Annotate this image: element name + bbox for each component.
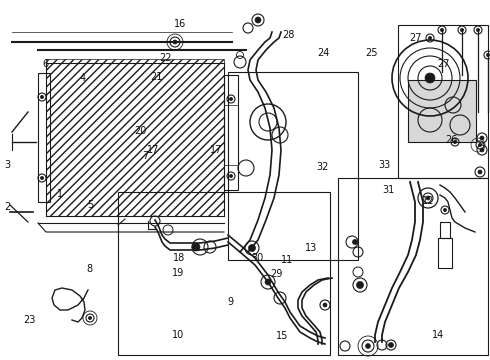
Text: 9: 9: [228, 297, 234, 307]
Circle shape: [478, 170, 482, 174]
Text: 22: 22: [159, 53, 171, 63]
Text: 6: 6: [42, 59, 48, 69]
Text: 17: 17: [210, 145, 222, 156]
Bar: [224, 75, 238, 190]
Circle shape: [428, 36, 432, 40]
Circle shape: [443, 208, 446, 212]
Circle shape: [476, 28, 480, 32]
Circle shape: [487, 53, 490, 57]
Circle shape: [40, 95, 44, 99]
Text: 27: 27: [437, 59, 450, 69]
Circle shape: [426, 196, 430, 200]
Bar: [338, 178, 488, 355]
Text: 18: 18: [173, 253, 185, 264]
Text: 33: 33: [378, 160, 391, 170]
Circle shape: [480, 148, 484, 152]
Circle shape: [453, 140, 457, 144]
Text: 14: 14: [432, 330, 444, 340]
Text: 7: 7: [142, 150, 148, 161]
Text: 19: 19: [172, 268, 184, 278]
Text: 2: 2: [4, 202, 11, 212]
Text: 5: 5: [87, 200, 94, 210]
Text: 3: 3: [5, 160, 11, 170]
Bar: [228, 72, 358, 260]
Text: 8: 8: [86, 264, 92, 274]
Circle shape: [229, 98, 233, 100]
Bar: [438, 238, 452, 268]
Bar: [118, 192, 330, 355]
Text: 23: 23: [23, 315, 35, 325]
Text: 20: 20: [135, 126, 147, 136]
Circle shape: [478, 143, 482, 147]
Circle shape: [352, 239, 358, 244]
Circle shape: [88, 316, 92, 320]
Text: 17: 17: [147, 145, 159, 156]
Text: 15: 15: [276, 330, 288, 341]
Bar: [398, 25, 488, 178]
Circle shape: [357, 282, 364, 288]
Bar: [38, 73, 50, 202]
Circle shape: [265, 279, 271, 285]
Circle shape: [366, 343, 370, 348]
Text: 16: 16: [174, 19, 187, 30]
Text: 26: 26: [445, 135, 457, 145]
Circle shape: [173, 40, 177, 44]
Circle shape: [248, 244, 255, 252]
Text: 10: 10: [172, 330, 184, 340]
Text: 4: 4: [80, 73, 86, 84]
Text: 24: 24: [318, 48, 330, 58]
Circle shape: [441, 28, 443, 32]
Circle shape: [480, 136, 484, 140]
Text: 31: 31: [382, 185, 394, 195]
Bar: [46, 59, 224, 216]
Circle shape: [425, 73, 435, 83]
Circle shape: [255, 17, 261, 23]
Bar: [440, 222, 450, 238]
Circle shape: [40, 176, 44, 180]
Text: 29: 29: [270, 269, 283, 279]
Circle shape: [461, 28, 464, 32]
Text: 21: 21: [150, 72, 163, 82]
Text: 28: 28: [282, 30, 294, 40]
Text: 11: 11: [281, 255, 293, 265]
Circle shape: [192, 243, 200, 251]
Circle shape: [323, 303, 327, 307]
Text: 32: 32: [316, 162, 328, 172]
Text: 13: 13: [305, 243, 317, 253]
Text: 1: 1: [57, 189, 63, 199]
Circle shape: [389, 342, 393, 347]
Text: 27: 27: [409, 33, 422, 43]
Bar: [408, 80, 476, 142]
Text: 30: 30: [251, 253, 264, 264]
Text: 12: 12: [422, 196, 435, 206]
Circle shape: [229, 174, 233, 177]
Text: 25: 25: [365, 48, 378, 58]
